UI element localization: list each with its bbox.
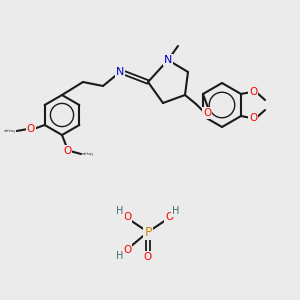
Text: H: H <box>116 251 124 261</box>
Text: methoxy: methoxy <box>4 129 16 133</box>
Text: O: O <box>203 108 211 118</box>
Text: O: O <box>27 124 35 134</box>
Text: O: O <box>63 146 71 156</box>
Text: O: O <box>249 87 257 97</box>
Text: O: O <box>123 212 131 222</box>
Text: N: N <box>164 55 172 65</box>
Text: N: N <box>116 67 124 77</box>
Text: O: O <box>249 113 257 123</box>
Text: H: H <box>116 206 124 216</box>
Text: methoxy: methoxy <box>82 152 94 156</box>
Text: H: H <box>172 206 180 216</box>
Text: O: O <box>144 252 152 262</box>
Text: O: O <box>123 245 131 255</box>
Text: O: O <box>165 212 173 222</box>
Text: P: P <box>144 226 152 238</box>
